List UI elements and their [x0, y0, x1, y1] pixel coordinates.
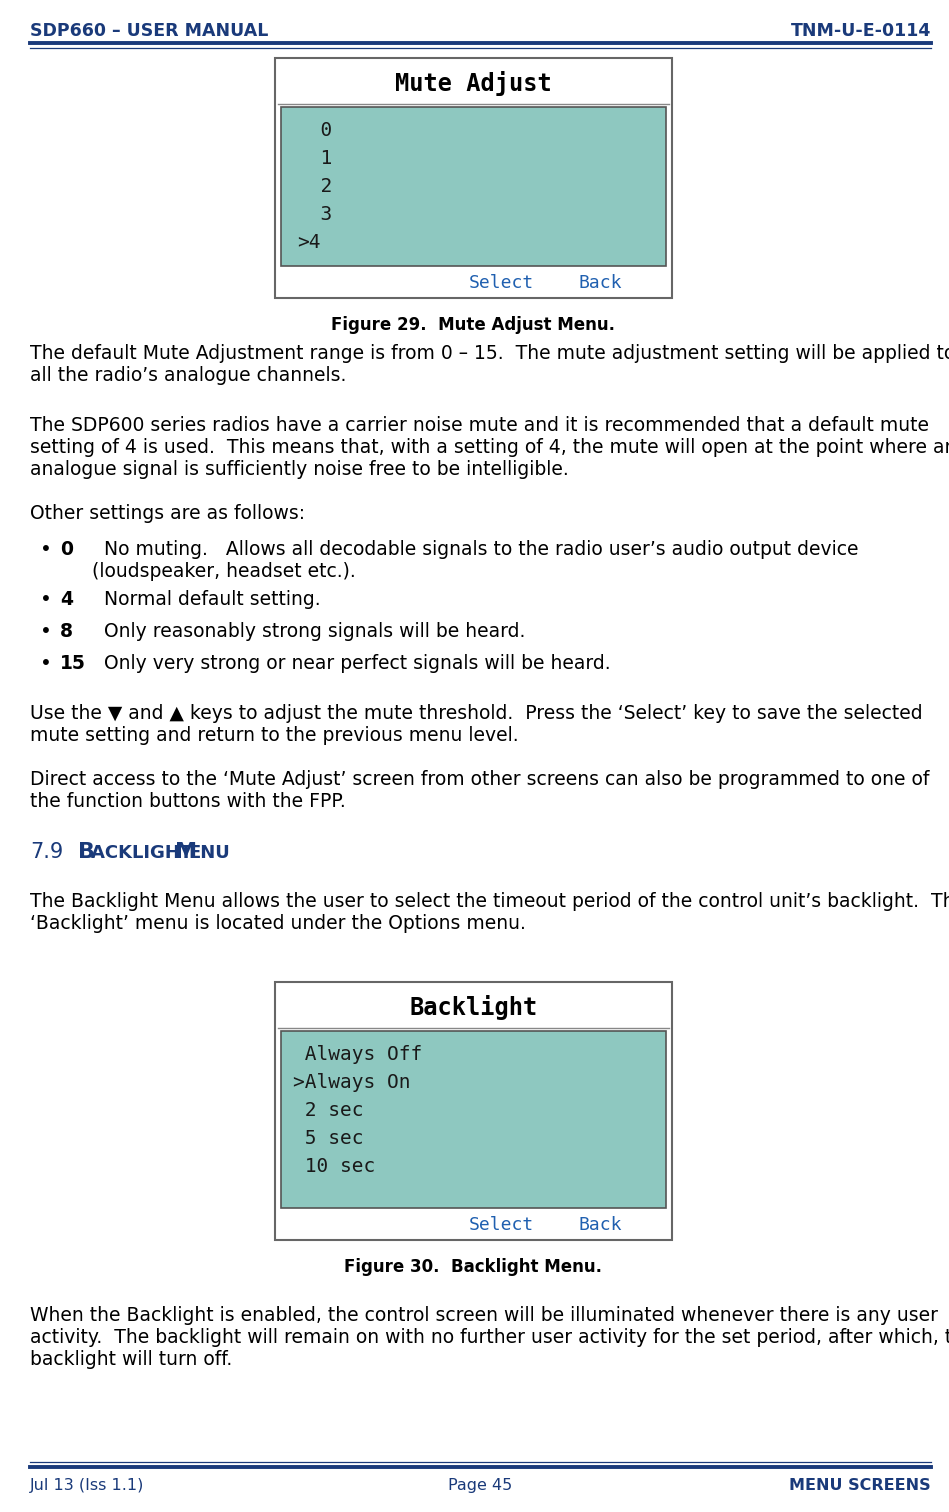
- Text: Normal default setting.: Normal default setting.: [92, 590, 321, 609]
- Text: the function buttons with the FPP.: the function buttons with the FPP.: [30, 792, 345, 810]
- Text: 7.9: 7.9: [30, 842, 64, 862]
- Text: 0: 0: [60, 540, 73, 559]
- Text: 3: 3: [297, 206, 332, 224]
- Text: >Always On: >Always On: [293, 1074, 411, 1092]
- Text: 2 sec: 2 sec: [293, 1101, 363, 1120]
- Text: Back: Back: [579, 1216, 623, 1234]
- FancyBboxPatch shape: [275, 981, 672, 1240]
- Text: Only very strong or near perfect signals will be heard.: Only very strong or near perfect signals…: [92, 655, 610, 673]
- Text: •: •: [40, 621, 52, 641]
- Text: >4: >4: [297, 233, 321, 253]
- Text: Only reasonably strong signals will be heard.: Only reasonably strong signals will be h…: [92, 621, 526, 641]
- Text: Select: Select: [469, 274, 534, 292]
- Text: Backlight: Backlight: [409, 995, 538, 1021]
- FancyBboxPatch shape: [281, 1031, 666, 1208]
- Text: No muting.   Allows all decodable signals to the radio user’s audio output devic: No muting. Allows all decodable signals …: [92, 540, 859, 559]
- Text: 0: 0: [297, 121, 332, 141]
- Text: •: •: [40, 655, 52, 673]
- Text: 5 sec: 5 sec: [293, 1129, 363, 1148]
- Text: Other settings are as follows:: Other settings are as follows:: [30, 503, 306, 523]
- Text: Figure 29.  Mute Adjust Menu.: Figure 29. Mute Adjust Menu.: [331, 316, 616, 334]
- Text: The Backlight Menu allows the user to select the timeout period of the control u: The Backlight Menu allows the user to se…: [30, 892, 949, 912]
- FancyBboxPatch shape: [275, 57, 672, 298]
- Text: 15: 15: [60, 655, 85, 673]
- Text: Direct access to the ‘Mute Adjust’ screen from other screens can also be program: Direct access to the ‘Mute Adjust’ scree…: [30, 770, 929, 789]
- Text: ACKLIGHT: ACKLIGHT: [91, 844, 198, 862]
- Text: analogue signal is sufficiently noise free to be intelligible.: analogue signal is sufficiently noise fr…: [30, 460, 568, 479]
- Text: ENU: ENU: [188, 844, 230, 862]
- Text: backlight will turn off.: backlight will turn off.: [30, 1350, 233, 1368]
- Text: Select: Select: [469, 1216, 534, 1234]
- Text: Use the ▼ and ▲ keys to adjust the mute threshold.  Press the ‘Select’ key to sa: Use the ▼ and ▲ keys to adjust the mute …: [30, 705, 922, 723]
- Text: Always Off: Always Off: [293, 1045, 422, 1064]
- Text: ‘Backlight’ menu is located under the Options menu.: ‘Backlight’ menu is located under the Op…: [30, 913, 526, 933]
- Text: setting of 4 is used.  This means that, with a setting of 4, the mute will open : setting of 4 is used. This means that, w…: [30, 438, 949, 457]
- Text: mute setting and return to the previous menu level.: mute setting and return to the previous …: [30, 726, 518, 745]
- Text: B: B: [78, 842, 95, 862]
- Text: Jul 13 (Iss 1.1): Jul 13 (Iss 1.1): [30, 1479, 144, 1492]
- Text: 8: 8: [60, 621, 73, 641]
- Text: 1: 1: [297, 150, 332, 168]
- Text: all the radio’s analogue channels.: all the radio’s analogue channels.: [30, 366, 346, 386]
- Text: •: •: [40, 540, 52, 559]
- Text: (loudspeaker, headset etc.).: (loudspeaker, headset etc.).: [92, 562, 356, 581]
- Text: •: •: [40, 590, 52, 609]
- Text: Back: Back: [579, 274, 623, 292]
- Text: 2: 2: [297, 177, 332, 197]
- Text: Page 45: Page 45: [448, 1479, 512, 1492]
- Text: MENU SCREENS: MENU SCREENS: [790, 1479, 931, 1492]
- Text: The SDP600 series radios have a carrier noise mute and it is recommended that a : The SDP600 series radios have a carrier …: [30, 416, 929, 435]
- Text: TNM-U-E-0114: TNM-U-E-0114: [791, 23, 931, 39]
- Text: 10 sec: 10 sec: [293, 1157, 375, 1176]
- FancyBboxPatch shape: [281, 107, 666, 266]
- Text: Figure 30.  Backlight Menu.: Figure 30. Backlight Menu.: [344, 1258, 603, 1276]
- Text: 4: 4: [60, 590, 73, 609]
- Text: SDP660 – USER MANUAL: SDP660 – USER MANUAL: [30, 23, 269, 39]
- Text: The default Mute Adjustment range is from 0 – 15.  The mute adjustment setting w: The default Mute Adjustment range is fro…: [30, 345, 949, 363]
- Text: When the Backlight is enabled, the control screen will be illuminated whenever t: When the Backlight is enabled, the contr…: [30, 1306, 938, 1325]
- Text: M: M: [175, 842, 197, 862]
- Text: activity.  The backlight will remain on with no further user activity for the se: activity. The backlight will remain on w…: [30, 1328, 949, 1347]
- Text: Mute Adjust: Mute Adjust: [395, 71, 552, 97]
